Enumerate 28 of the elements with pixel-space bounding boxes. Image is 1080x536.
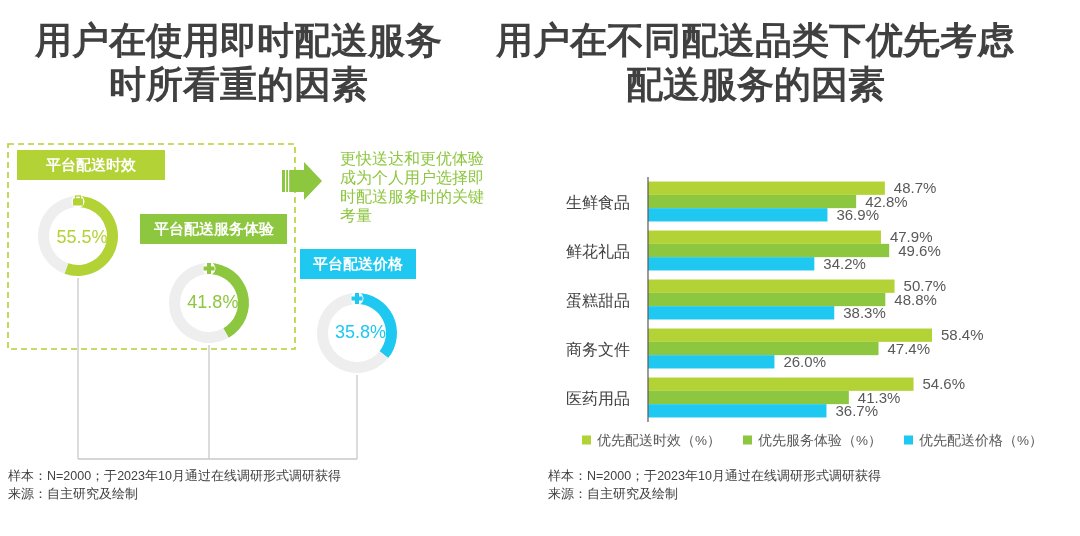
category: 蛋糕甜品 (566, 291, 630, 309)
value-label: 41.8% (187, 292, 239, 313)
category: 鲜花礼品 (566, 242, 630, 260)
value-label: 35.8% (335, 321, 387, 342)
value-label: 54.6% (922, 375, 966, 393)
annotation: 来源：自主研究及绘制 (8, 487, 138, 501)
value-label: 34.2% (823, 254, 866, 272)
value-label: 47.4% (887, 339, 931, 357)
legend-label: 优先配送时效（%） (597, 433, 721, 448)
legend-label: 优先服务体验（%） (758, 433, 882, 448)
value-label: 38.3% (843, 303, 886, 321)
annotation: 样本：N=2000；于2023年10月通过在线调研形式调研获得 (8, 469, 341, 483)
category: 医药用品 (566, 389, 630, 407)
category: 平台配送价格 (313, 256, 403, 272)
value-label: 41.3% (857, 388, 901, 406)
value-label: 55.5% (56, 227, 108, 248)
value-label: 26.0% (783, 352, 826, 370)
annotation: 样本：N=2000；于2023年10月通过在线调研形式调研获得 (548, 469, 881, 483)
category: 商务文件 (566, 340, 630, 358)
category: 平台配送时效 (46, 157, 136, 173)
category: 平台配送服务体验 (153, 221, 274, 237)
title: 用户在使用即时配送服务时所看重的因素 (34, 20, 442, 105)
title: 用户在不同配送品类下优先考虑配送服务的因素 (496, 20, 1014, 105)
legend-label: 优先配送价格（%） (919, 433, 1043, 448)
category: 生鲜食品 (566, 193, 630, 211)
annotation: 更快送达和更优体验成为个人用户选择即时配送服务时的关键考量 (340, 150, 484, 224)
value-label: 58.4% (941, 326, 984, 344)
annotation: 来源：自主研究及绘制 (548, 487, 678, 501)
